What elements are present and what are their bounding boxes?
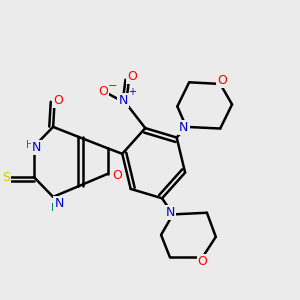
- Text: N: N: [179, 121, 188, 134]
- Text: O: O: [112, 169, 122, 182]
- Text: O: O: [53, 94, 63, 107]
- Text: S: S: [2, 171, 10, 184]
- Text: O: O: [217, 74, 226, 87]
- Text: N: N: [32, 141, 41, 154]
- Text: O: O: [127, 70, 137, 83]
- Text: N: N: [118, 94, 128, 106]
- Text: O: O: [197, 255, 207, 268]
- Text: O: O: [98, 85, 108, 98]
- Text: +: +: [128, 87, 136, 97]
- Text: H: H: [26, 140, 33, 150]
- Text: N: N: [166, 206, 175, 219]
- Text: N: N: [54, 197, 64, 210]
- Text: H: H: [51, 203, 58, 214]
- Text: −: −: [107, 81, 117, 91]
